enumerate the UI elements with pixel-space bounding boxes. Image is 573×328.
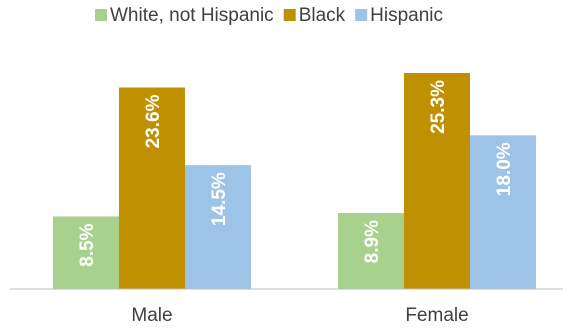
- data-label-black-female: 25.3%: [428, 80, 449, 134]
- category-label-female: Female: [405, 305, 468, 326]
- legend-swatch-hispanic: [355, 9, 368, 21]
- bars: 8.5% 8.9% 23.6% 25.3% 14.5% 18.0%: [53, 73, 536, 290]
- bar-white-not-hispanic-female: [338, 213, 404, 289]
- category-labels: Male Female: [131, 305, 468, 326]
- legend-label-white-not-hispanic: White, not Hispanic: [110, 5, 274, 26]
- bar-black-male: [119, 87, 185, 290]
- legend: White, not Hispanic Black Hispanic: [95, 5, 443, 26]
- bar-hispanic-female: [470, 135, 536, 289]
- legend-label-black: Black: [299, 5, 346, 26]
- data-label-hispanic-female: 18.0%: [494, 142, 515, 196]
- legend-swatch-white-not-hispanic: [95, 9, 107, 21]
- bar-white-not-hispanic-male: [53, 216, 119, 289]
- data-label-white-not-hispanic-male: 8.5%: [77, 223, 98, 266]
- bar-hispanic-male: [185, 165, 251, 289]
- data-label-black-male: 23.6%: [143, 94, 164, 148]
- legend-swatch-black: [283, 9, 296, 21]
- data-label-white-not-hispanic-female: 8.9%: [362, 220, 383, 263]
- bar-black-female: [404, 73, 470, 289]
- category-label-male: Male: [131, 305, 172, 326]
- data-label-hispanic-male: 14.5%: [209, 172, 230, 226]
- legend-label-hispanic: Hispanic: [370, 5, 443, 26]
